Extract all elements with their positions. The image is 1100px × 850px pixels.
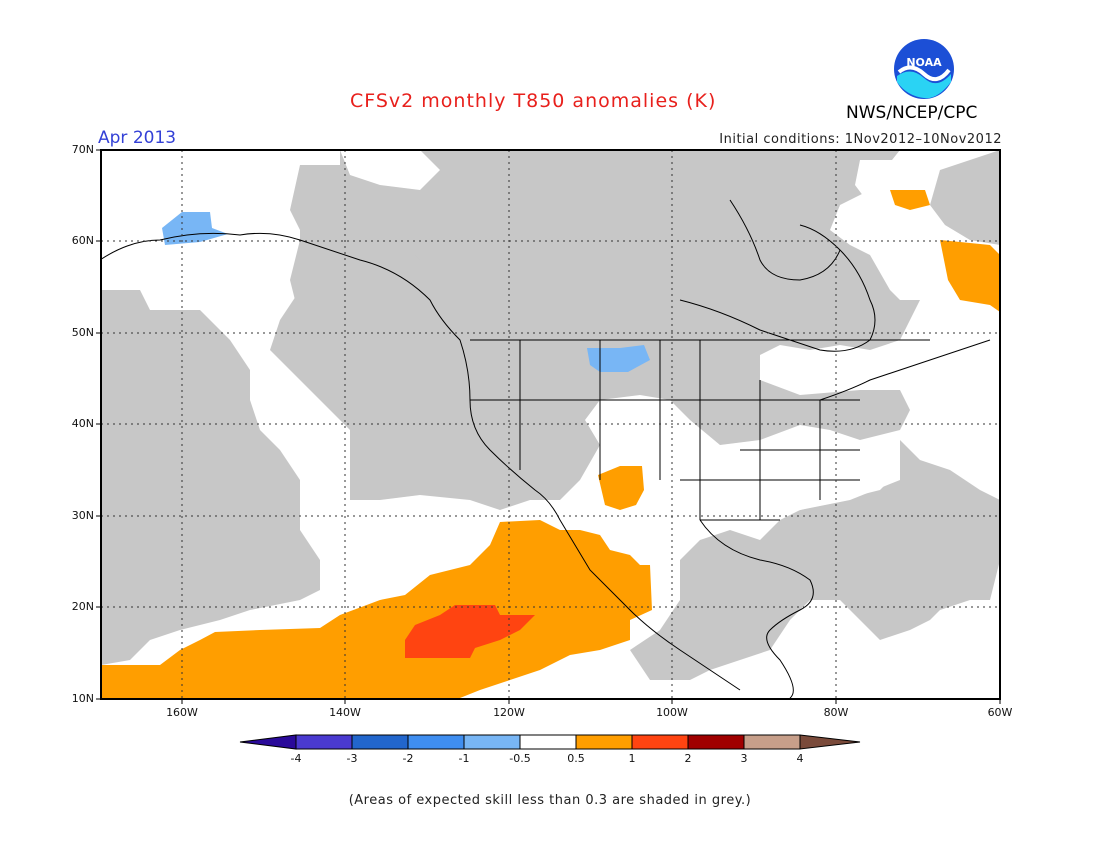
blue-bering: [162, 212, 228, 245]
colorbar-cell: [519, 734, 577, 750]
grey-east-atlantic: [630, 440, 1000, 680]
colorbar-label: -4: [290, 752, 302, 765]
colorbar-cell: [575, 734, 633, 750]
blue-canada-prairies: [587, 345, 650, 372]
lon-label: 100W: [656, 706, 688, 719]
colorbar-label: -3: [346, 752, 358, 765]
grey-labrador: [930, 150, 1000, 245]
colorbar-cell: [351, 734, 409, 750]
colorbar-cell: [463, 734, 521, 750]
low-skill-areas: [101, 150, 1000, 680]
initial-conditions-label: Initial conditions: 1Nov2012–10Nov2012: [719, 132, 1002, 147]
lon-label: 60W: [987, 706, 1013, 719]
lat-label: 40N: [71, 417, 94, 430]
lat-label: 20N: [71, 600, 94, 613]
colorbar-cell: [407, 734, 465, 750]
colorbar-arrow-low: [239, 734, 297, 750]
noaa-logo: NOAA: [893, 38, 955, 100]
orange-labrador-east: [940, 240, 1000, 312]
colorbar-label: -0.5: [509, 752, 531, 765]
lat-label: 70N: [71, 143, 94, 156]
valid-month-label: Apr 2013: [98, 128, 177, 148]
colorbar-cell: [743, 734, 801, 750]
colorbar: [239, 734, 861, 750]
noaa-logo-text: NOAA: [906, 56, 942, 69]
cool-anomaly-areas: [162, 212, 650, 372]
colorbar-label: -1: [458, 752, 470, 765]
grey-central-pacific: [290, 180, 470, 480]
lon-label: 80W: [823, 706, 849, 719]
organization-label: NWS/NCEP/CPC: [846, 103, 978, 123]
colorbar-cell: [295, 734, 353, 750]
chart-title: CFSv2 monthly T850 anomalies (K): [350, 90, 717, 112]
colorbar-cell: [687, 734, 745, 750]
colorbar-label: 1: [628, 752, 636, 765]
orange-baffin: [890, 190, 930, 210]
graticule: [101, 150, 1000, 699]
colorbar-label: 0.5: [567, 752, 585, 765]
orange-pacific-band: [101, 520, 652, 698]
orange-southwest-us: [598, 466, 644, 510]
lon-label: 160W: [166, 706, 198, 719]
coastlines: [101, 199, 991, 699]
colorbar-label: 3: [740, 752, 748, 765]
lat-label: 50N: [71, 326, 94, 339]
lat-label: 60N: [71, 234, 94, 247]
footnote: (Areas of expected skill less than 0.3 a…: [348, 793, 752, 808]
axis-ticks: [96, 149, 1001, 704]
warm-anomaly-areas: [101, 190, 1000, 698]
colorbar-arrow-high: [799, 734, 861, 750]
colorbar-label: 4: [796, 752, 804, 765]
colorbar-label: 2: [684, 752, 692, 765]
lat-label: 30N: [71, 509, 94, 522]
lon-label: 140W: [329, 706, 361, 719]
grey-west-pacific: [101, 290, 320, 665]
lon-label: 120W: [493, 706, 525, 719]
noaa-logo-graphic: NOAA: [894, 39, 954, 99]
colorbar-label: -2: [402, 752, 414, 765]
colorbar-cell: [631, 734, 689, 750]
red-anomaly-area: [405, 605, 535, 658]
lat-label: 10N: [71, 692, 94, 705]
